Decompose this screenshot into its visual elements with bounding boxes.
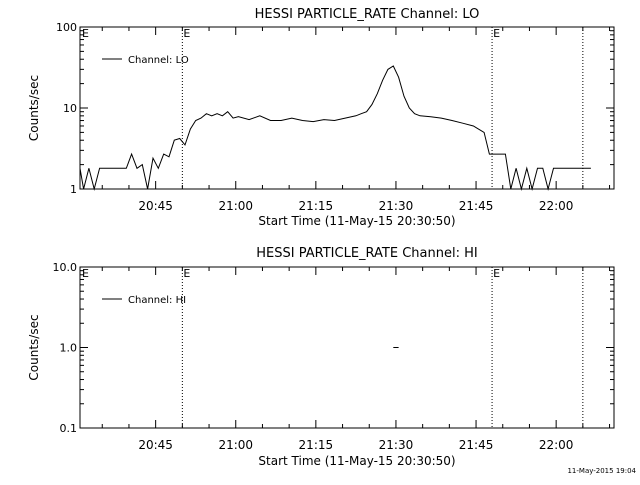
event-marker-label: E	[82, 267, 89, 280]
panel-lo: HESSI PARTICLE_RATE Channel: LO 1 10 100 20:…	[27, 7, 615, 228]
y-tick-label: 10	[63, 102, 77, 115]
chart-title: HESSI PARTICLE_RATE Channel: HI	[256, 246, 477, 261]
x-tick-label: 21:30	[379, 438, 414, 452]
legend-label: Channel: HI	[128, 295, 186, 306]
footer-timestamp: 11-May-2015 19:04	[567, 467, 636, 475]
x-tick-label: 21:15	[299, 199, 334, 213]
x-tick-label: 20:45	[138, 199, 173, 213]
y-tick-label: 0.1	[60, 422, 78, 435]
x-tick-label: 21:30	[379, 199, 414, 213]
event-marker-label: E	[493, 27, 500, 40]
x-axis-label: Start Time (11-May-15 20:30:50)	[258, 214, 455, 228]
y-tick-label: 100	[56, 21, 77, 34]
x-tick-label: 21:15	[299, 438, 334, 452]
x-tick-label: 22:00	[539, 438, 574, 452]
plot-frame	[79, 266, 615, 429]
event-marker-label: E	[183, 27, 190, 40]
y-tick-label: 1.0	[60, 342, 78, 355]
event-marker-label: E	[493, 267, 500, 280]
y-axis-label: Counts/sec	[27, 314, 41, 380]
x-tick-label: 20:45	[138, 438, 173, 452]
x-tick-label: 21:45	[459, 438, 494, 452]
panel-hi: HESSI PARTICLE_RATE Channel: HI 0.1 1.0 10.…	[27, 246, 615, 468]
x-tick-label: 21:45	[459, 199, 494, 213]
event-marker-label: E	[82, 27, 89, 40]
x-tick-label: 21:00	[218, 438, 253, 452]
x-axis-label: Start Time (11-May-15 20:30:50)	[258, 454, 455, 468]
y-tick-label: 1	[70, 183, 77, 196]
y-tick-label: 10.0	[53, 261, 78, 274]
y-axis-label: Counts/sec	[27, 75, 41, 141]
event-marker-label: E	[183, 267, 190, 280]
legend-label: Channel: LO	[128, 55, 189, 66]
chart-title: HESSI PARTICLE_RATE Channel: LO	[255, 7, 480, 22]
x-tick-label: 21:00	[218, 199, 253, 213]
series-line	[79, 65, 591, 191]
x-tick-label: 22:00	[539, 199, 574, 213]
